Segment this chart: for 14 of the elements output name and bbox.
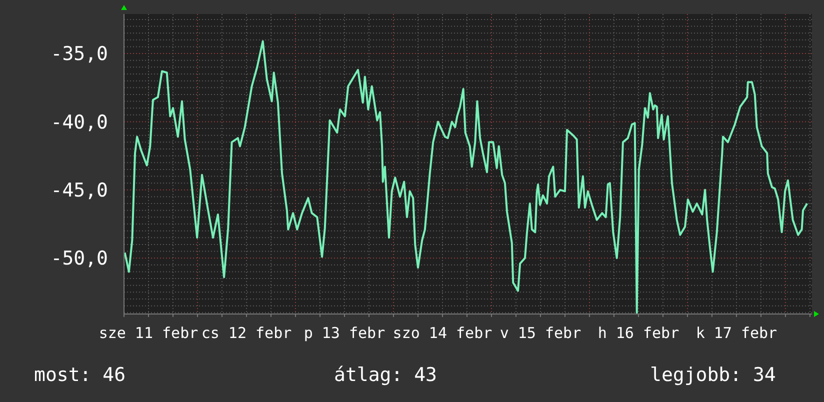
y-tick-label: -40,0 [50, 111, 108, 134]
x-tick-label: v 15 febr [500, 324, 582, 342]
x-tick-label: h 16 febr [598, 324, 680, 342]
text: átlag: 43 [334, 364, 437, 386]
y-tick-label: -50,0 [50, 248, 108, 270]
y-tick-label: -45,0 [50, 180, 108, 202]
y-tick-label: -35,0 [50, 43, 108, 66]
text: most: 46 [34, 364, 126, 386]
x-tick-label: szo 14 febr [392, 324, 492, 342]
text: legjobb: 34 [650, 364, 776, 386]
x-tick-label: sze 11 febr [98, 324, 198, 342]
x-tick-label: p 13 febr [304, 324, 386, 342]
x-tick-label: cs 12 febr [201, 324, 292, 342]
x-tick-label: k 17 febr [696, 324, 778, 342]
